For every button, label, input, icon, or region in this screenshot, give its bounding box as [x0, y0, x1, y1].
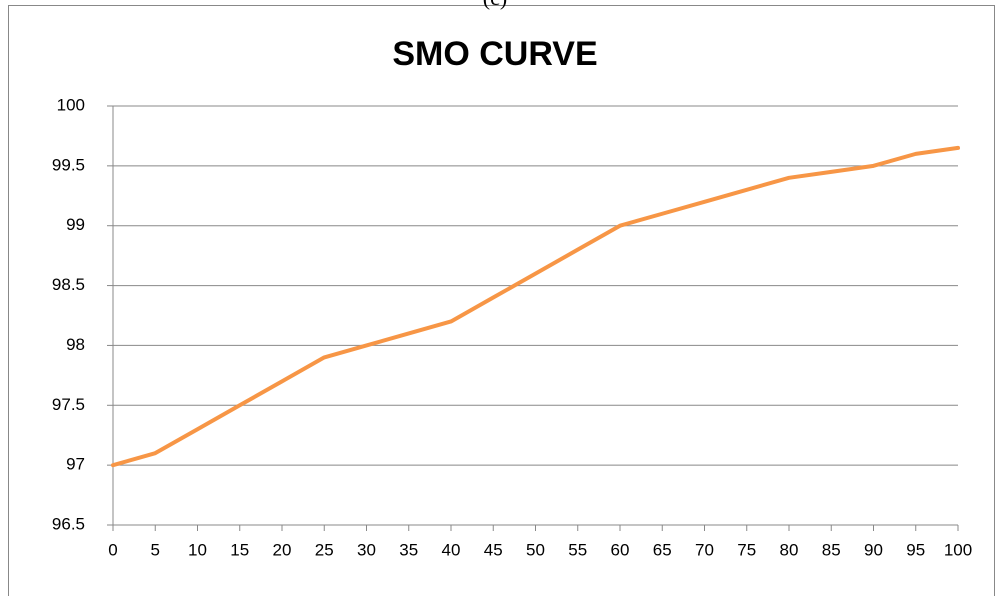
x-tick-label: 40	[442, 540, 461, 559]
y-tick-label: 97.5	[52, 395, 85, 414]
x-tick-label: 55	[568, 540, 587, 559]
x-tick-label: 10	[188, 540, 207, 559]
y-tick-label: 98	[66, 335, 85, 354]
chart-frame	[8, 5, 995, 596]
x-tick-label: 15	[230, 540, 249, 559]
x-tick-label: 100	[944, 540, 972, 559]
y-tick-label: 100	[57, 95, 85, 114]
y-tick-label: 99.5	[52, 155, 85, 174]
chart-title: SMO CURVE	[392, 35, 597, 73]
x-tick-label: 45	[484, 540, 503, 559]
x-tick-label: 30	[357, 540, 376, 559]
x-tick-label: 25	[315, 540, 334, 559]
y-tick-label: 96.5	[52, 514, 85, 533]
x-tick-label: 95	[906, 540, 925, 559]
x-tick-label: 75	[737, 540, 756, 559]
x-tick-label: 80	[780, 540, 799, 559]
y-tick-label: 97	[66, 455, 85, 474]
x-tick-label: 70	[695, 540, 714, 559]
caption: (c)	[483, 0, 507, 10]
x-tick-label: 60	[611, 540, 630, 559]
y-tick-label: 98.5	[52, 275, 85, 294]
y-tick-label: 99	[66, 215, 85, 234]
x-tick-label: 0	[108, 540, 117, 559]
x-tick-label: 20	[273, 540, 292, 559]
x-tick-label: 50	[526, 540, 545, 559]
data-line	[111, 145, 960, 468]
x-tick-label: 85	[822, 540, 841, 559]
x-tick-label: 90	[864, 540, 883, 559]
x-tick-label: 65	[653, 540, 672, 559]
x-tick-label: 5	[151, 540, 160, 559]
x-tick-label: 35	[399, 540, 418, 559]
